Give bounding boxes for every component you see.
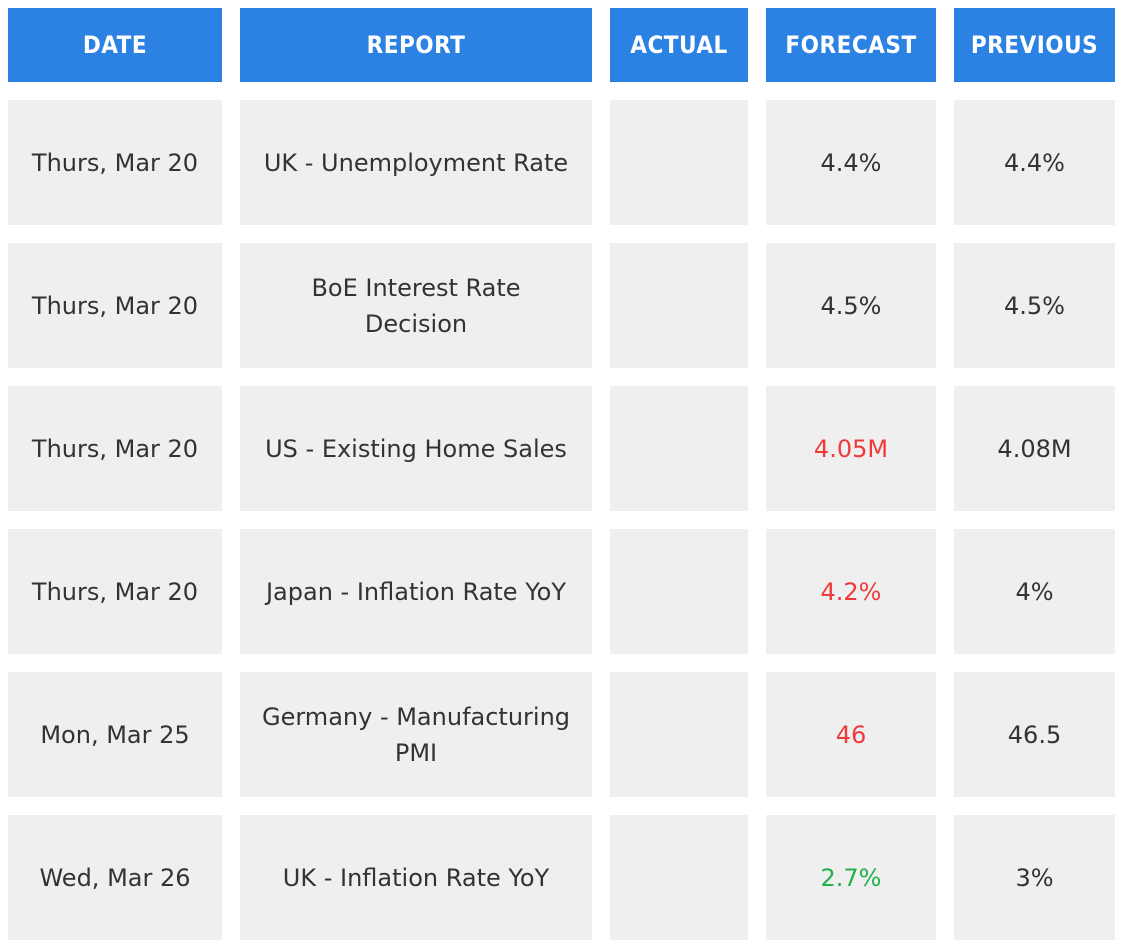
report-cell: US - Existing Home Sales <box>240 386 592 511</box>
actual-cell <box>610 529 748 654</box>
forecast-cell: 4.2% <box>766 529 936 654</box>
header-cell: ACTUAL <box>610 8 748 82</box>
date-cell: Mon, Mar 25 <box>8 672 222 797</box>
forecast-cell: 4.4% <box>766 100 936 225</box>
previous-cell: 4.4% <box>954 100 1115 225</box>
date-cell: Thurs, Mar 20 <box>8 100 222 225</box>
previous-cell: 3% <box>954 815 1115 940</box>
date-cell: Thurs, Mar 20 <box>8 386 222 511</box>
report-cell: Germany - Manufacturing PMI <box>240 672 592 797</box>
forecast-cell: 4.05M <box>766 386 936 511</box>
report-cell: UK - Unemployment Rate <box>240 100 592 225</box>
header-cell: PREVIOUS <box>954 8 1115 82</box>
report-cell: UK - Inflation Rate YoY <box>240 815 592 940</box>
date-cell: Wed, Mar 26 <box>8 815 222 940</box>
header-cell: REPORT <box>240 8 592 82</box>
previous-cell: 4.5% <box>954 243 1115 368</box>
actual-cell <box>610 386 748 511</box>
header-cell: FORECAST <box>766 8 936 82</box>
report-cell: Japan - Inflation Rate YoY <box>240 529 592 654</box>
forecast-cell: 46 <box>766 672 936 797</box>
header-cell: DATE <box>8 8 222 82</box>
actual-cell <box>610 100 748 225</box>
date-cell: Thurs, Mar 20 <box>8 243 222 368</box>
forecast-cell: 4.5% <box>766 243 936 368</box>
forecast-cell: 2.7% <box>766 815 936 940</box>
report-cell: BoE Interest Rate Decision <box>240 243 592 368</box>
previous-cell: 4.08M <box>954 386 1115 511</box>
actual-cell <box>610 672 748 797</box>
date-cell: Thurs, Mar 20 <box>8 529 222 654</box>
previous-cell: 46.5 <box>954 672 1115 797</box>
actual-cell <box>610 243 748 368</box>
previous-cell: 4% <box>954 529 1115 654</box>
actual-cell <box>610 815 748 940</box>
